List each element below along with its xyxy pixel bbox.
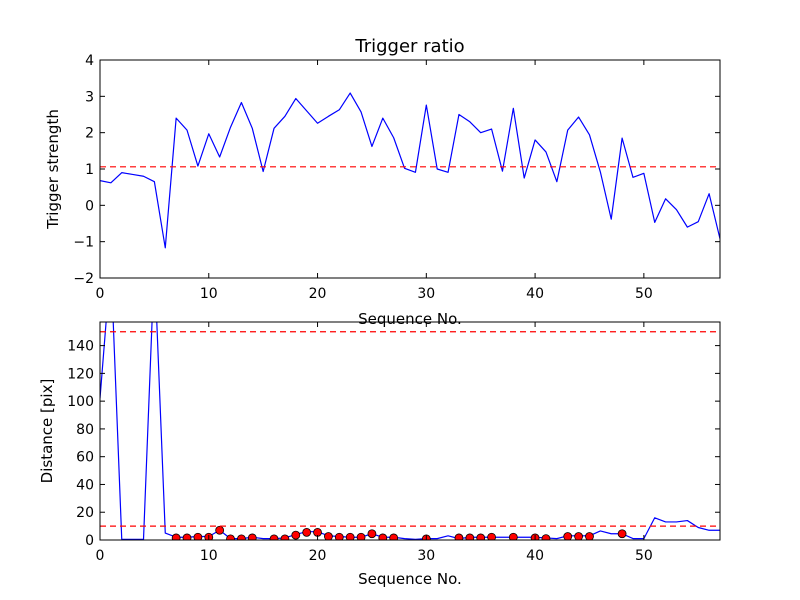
- bottom-y-tick-label: 120: [67, 366, 94, 382]
- top-y-tick-label: −2: [73, 271, 94, 287]
- bottom-x-tick-label: 0: [96, 548, 105, 564]
- bottom-marker-point: [454, 533, 464, 540]
- bottom-y-tick-label: 100: [67, 394, 94, 410]
- bottom-y-tick-label: 60: [76, 450, 94, 466]
- top-y-tick-label: 0: [85, 198, 94, 214]
- top-y-tick-label: 2: [85, 126, 94, 142]
- bottom-marker-point: [487, 532, 496, 540]
- bottom-marker-point: [280, 534, 290, 540]
- bottom-marker-point: [367, 529, 377, 539]
- bottom-marker-point: [334, 532, 344, 540]
- distance-axes: 0 10 20 30 40 50 0 20 40 60 80 100 120 140 Sequence N…: [38, 321, 721, 588]
- bottom-marker-point: [378, 533, 388, 540]
- top-x-tick-label: 50: [635, 286, 653, 302]
- bottom-marker-point: [389, 533, 399, 540]
- bottom-marker-point: [508, 532, 518, 540]
- bottom-marker-point: [476, 533, 486, 540]
- bottom-y-tick-label: 20: [76, 505, 94, 521]
- bottom-series-line: [100, 322, 720, 540]
- bottom-marker-point: [563, 532, 573, 540]
- bottom-marker-point: [356, 532, 366, 540]
- bottom-marker-point: [291, 530, 301, 540]
- trigger-ratio-ticks: 0 10 20 30 40 50 −2 −1 0 1 2 3 4: [73, 53, 720, 302]
- top-y-axis-label: Trigger strength: [44, 109, 62, 230]
- bottom-y-axis-label: Distance [pix]: [38, 379, 56, 484]
- bottom-x-tick-label: 10: [200, 548, 218, 564]
- bottom-y-tick-label: 80: [76, 422, 94, 438]
- bottom-marker-point: [247, 533, 257, 540]
- top-series-line: [100, 92, 720, 249]
- bottom-x-tick-label: 20: [309, 548, 327, 564]
- top-y-tick-label: 3: [85, 89, 94, 105]
- trigger-ratio-axes: 0 10 20 30 40 50 −2 −1 0 1 2 3 4 Trigger ratio Seque…: [44, 36, 721, 328]
- distance-ticks: 0 10 20 30 40 50 0 20 40 60 80 100 120 140: [67, 322, 720, 564]
- bottom-marker-point: [182, 533, 192, 540]
- top-x-tick-label: 10: [200, 286, 218, 302]
- bottom-x-tick-label: 50: [635, 548, 653, 564]
- top-x-tick-label: 20: [309, 286, 327, 302]
- top-x-tick-label: 40: [526, 286, 544, 302]
- bottom-marker-point: [465, 533, 475, 540]
- bottom-marker-point: [324, 532, 333, 540]
- bottom-marker-point: [585, 532, 594, 540]
- distance-plot-area: [100, 322, 720, 540]
- bottom-marker-point: [541, 534, 551, 540]
- top-x-axis-label: Sequence No.: [358, 310, 462, 328]
- bottom-x-tick-label: 40: [526, 548, 544, 564]
- bottom-marker-point: [237, 534, 246, 540]
- bottom-marker-point: [302, 527, 312, 537]
- top-x-tick-label: 30: [417, 286, 435, 302]
- trigger-ratio-plot-area: [100, 92, 720, 249]
- chart-title: Trigger ratio: [354, 36, 464, 57]
- bottom-x-axis-label: Sequence No.: [358, 570, 462, 588]
- distance-frame: [99, 321, 721, 541]
- bottom-marker-point: [171, 533, 181, 540]
- bottom-marker-point: [193, 532, 203, 540]
- bottom-marker-point: [269, 534, 279, 540]
- top-y-tick-label: −1: [73, 235, 94, 251]
- top-x-tick-label: 0: [96, 286, 105, 302]
- bottom-marker-point: [226, 534, 235, 540]
- bottom-marker-point: [574, 532, 583, 540]
- top-y-tick-label: 1: [85, 162, 94, 178]
- bottom-y-tick-label: 140: [67, 339, 94, 355]
- bottom-y-tick-label: 40: [76, 477, 94, 493]
- bottom-marker-point: [215, 525, 225, 535]
- bottom-x-tick-label: 30: [417, 548, 435, 564]
- top-y-tick-label: 4: [85, 53, 94, 69]
- bottom-marker-point: [345, 532, 355, 540]
- bottom-marker-point: [617, 529, 627, 539]
- bottom-y-tick-label: 0: [85, 533, 94, 549]
